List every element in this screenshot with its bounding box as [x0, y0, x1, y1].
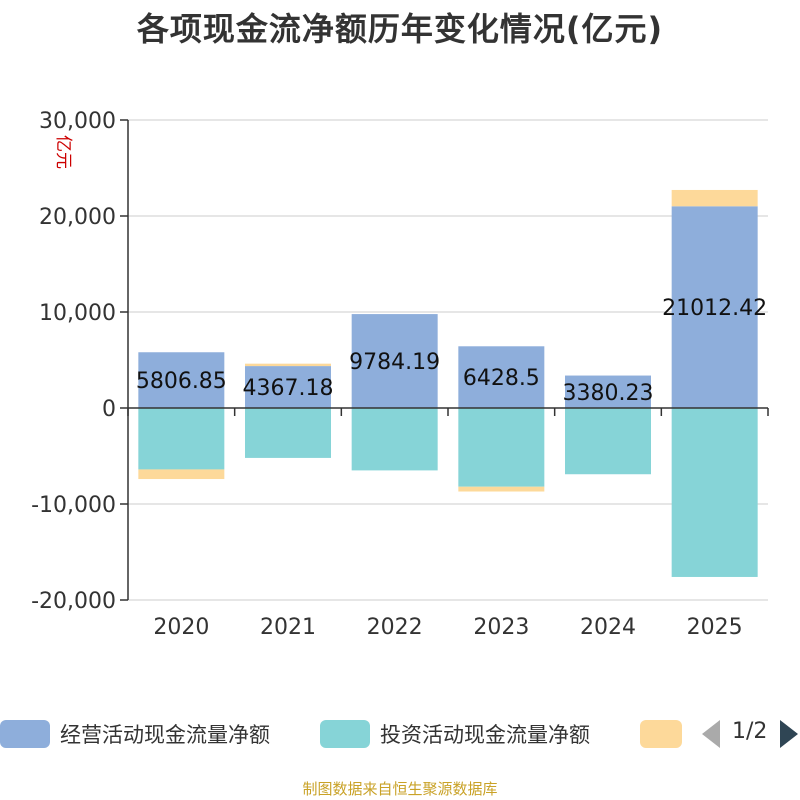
- bar-chart: -20,000 -10,000 0 10,000 20,000 30,000 2020 202…: [31, 109, 769, 640]
- data-labels: 5806.85 4367.18 9784.19 6428.5 3380.23 21012.…: [136, 296, 767, 406]
- bar-2022-series-1: [351, 408, 438, 471]
- data-label-2022: 9784.19: [349, 350, 440, 375]
- x-tick-label: 2023: [473, 615, 529, 640]
- y-tick-label: 20,000: [39, 205, 116, 230]
- data-label-2023: 6428.5: [463, 366, 540, 391]
- bar-2022-series-0: [351, 314, 438, 408]
- bar-2025-series-0: [671, 206, 758, 408]
- legend-pager: 1/2: [700, 712, 800, 756]
- data-label-2020: 5806.85: [136, 369, 227, 394]
- y-tick-label: -20,000: [31, 589, 116, 614]
- bar-2021-series-1: [245, 408, 331, 458]
- chart-title: 各项现金流净额历年变化情况(亿元): [136, 10, 664, 48]
- bar-2025-series-2: [671, 189, 758, 207]
- y-tick-label: 10,000: [39, 301, 116, 326]
- x-tick-label: 2025: [687, 615, 743, 640]
- pager-prev-icon[interactable]: [702, 720, 720, 748]
- y-axis-unit-label: 亿元: [53, 135, 73, 169]
- axes: -20,000 -10,000 0 10,000 20,000 30,000 2020 202…: [31, 109, 769, 640]
- legend-item-operating[interactable]: 经营活动现金流量净额: [0, 712, 270, 756]
- bar-2021-series-0: [245, 366, 331, 408]
- bar-2025-series-1: [671, 408, 758, 577]
- legend-swatch-investing: [320, 720, 370, 748]
- legend-item-investing[interactable]: 投资活动现金流量净额: [320, 712, 590, 756]
- pager-next-icon[interactable]: [780, 720, 798, 748]
- legend-label-investing: 投资活动现金流量净额: [380, 723, 590, 747]
- bar-2021-series-2: [245, 363, 331, 367]
- data-label-2025: 21012.42: [662, 296, 767, 321]
- data-label-2021: 4367.18: [243, 376, 334, 401]
- pager-text: 1/2: [732, 719, 768, 744]
- legend-label-operating: 经营活动现金流量净额: [60, 723, 270, 747]
- y-tick-label: -10,000: [31, 493, 116, 518]
- legend-swatch-operating: [0, 720, 50, 748]
- bar-2024-series-0: [565, 375, 651, 408]
- legend-swatch-third: [640, 720, 682, 748]
- bar-2023-series-0: [458, 346, 545, 408]
- y-tick-label: 0: [102, 397, 116, 422]
- legend: 经营活动现金流量净额 投资活动现金流量净额 1/2: [0, 712, 800, 756]
- data-label-2024: 3380.23: [563, 381, 654, 406]
- bar-2023-series-1: [458, 408, 545, 487]
- bar-2020-series-1: [138, 408, 225, 470]
- y-tick-label: 30,000: [39, 109, 116, 134]
- bar-2023-series-2: [458, 486, 545, 492]
- x-tick-label: 2024: [580, 615, 636, 640]
- legend-item-third[interactable]: [640, 712, 682, 756]
- bar-2020-series-0: [138, 352, 225, 408]
- x-tick-label: 2020: [153, 615, 209, 640]
- bar-2024-series-1: [565, 408, 651, 475]
- bars: [138, 189, 758, 577]
- source-note: 制图数据来自恒生聚源数据库: [302, 780, 498, 798]
- x-tick-label: 2022: [367, 615, 423, 640]
- bar-2020-series-2: [138, 469, 225, 480]
- x-tick-label: 2021: [260, 615, 316, 640]
